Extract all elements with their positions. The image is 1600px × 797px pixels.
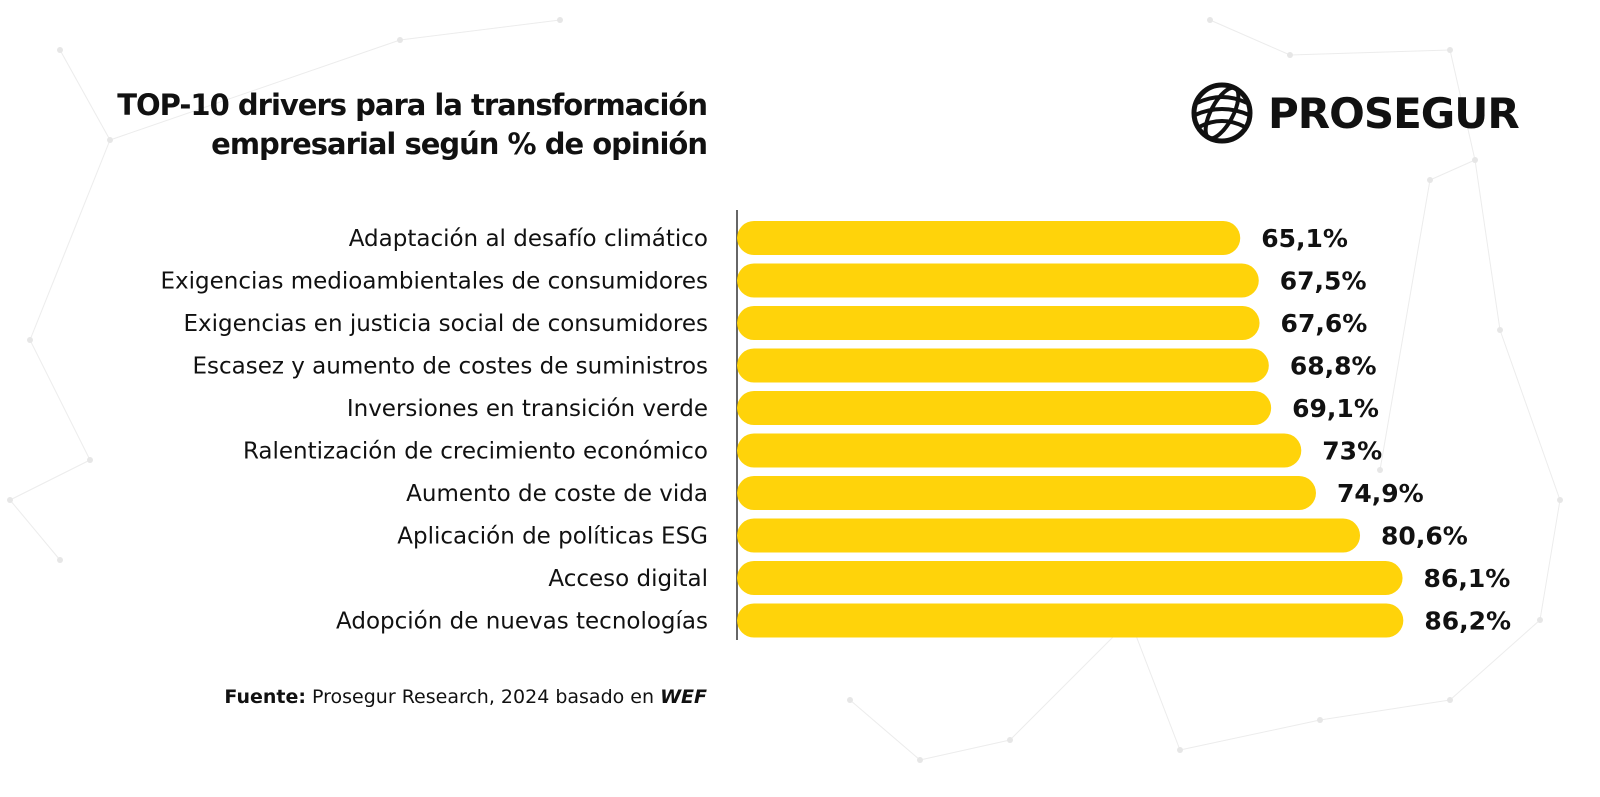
category-label: Acceso digital [548,566,708,592]
network-line [1009,619,1131,741]
globe-icon [1191,82,1253,144]
network-line [919,739,1011,761]
network-node [1177,747,1183,753]
category-label: Aplicación de políticas ESG [397,524,708,550]
network-line [29,139,111,341]
value-label: 68,8% [1290,352,1377,381]
network-node [57,47,63,53]
network-node [1377,467,1383,473]
bar [737,476,1316,510]
network-node [1287,52,1293,58]
network-node [1007,737,1013,743]
network-node [1447,697,1453,703]
source-text: Prosegur Research, 2024 basado en [312,686,655,708]
network-node [557,17,563,23]
value-label: 86,2% [1424,607,1511,636]
bar [737,603,1404,638]
value-label: 65,1% [1261,224,1348,253]
network-line [109,39,401,141]
network-node [1427,177,1433,183]
network-line [1474,159,1501,331]
network-line [1179,719,1321,751]
chart-title-line2: empresarial según % de opinión [211,127,708,161]
network-node [1207,17,1213,23]
category-label: Escasez y aumento de costes de suministr… [192,354,708,380]
network-line [1449,619,1541,701]
bar [737,306,1260,340]
network-line [29,339,91,461]
source-emphasis: WEF [660,686,707,708]
network-line [849,699,921,761]
network-line [1319,699,1451,721]
category-label: Exigencias en justicia social de consumi… [184,311,708,337]
network-node [917,757,923,763]
network-node [57,557,63,563]
network-node [1557,497,1563,503]
value-label: 73% [1322,437,1382,466]
network-line [1379,179,1431,471]
category-label: Ralentización de crecimiento económico [243,439,708,465]
network-node [1472,157,1478,163]
network-line [399,19,561,41]
value-label: 74,9% [1337,479,1424,508]
bar [737,221,1241,255]
value-label: 86,1% [1424,564,1511,593]
network-line [1129,619,1181,751]
source-label: Fuente: [224,686,306,708]
network-line [9,499,61,561]
chart-title-line1: TOP-10 drivers para la transformación [117,88,708,122]
value-label: 80,6% [1381,522,1468,551]
logo-text: PROSEGUR [1268,88,1520,138]
network-node [27,337,33,343]
bar [737,263,1259,298]
network-line [1429,159,1476,181]
network-node [847,697,853,703]
network-line [1209,19,1291,56]
network-node [1447,47,1453,53]
bar [737,518,1361,553]
network-node [1537,617,1543,623]
value-label: 69,1% [1292,394,1379,423]
category-label: Aumento de coste de vida [406,481,708,507]
value-label: 67,6% [1281,309,1368,338]
bar [737,433,1302,468]
chart-title: TOP-10 drivers para la transformación em… [117,86,708,164]
network-line [9,459,91,501]
source-note: Fuente: Prosegur Research, 2024 basado e… [224,686,707,708]
network-node [107,137,113,143]
network-line [1289,49,1451,56]
bar [737,348,1269,383]
category-label: Adaptación al desafío climático [349,226,708,252]
prosegur-logo: PROSEGUR [1190,80,1520,146]
network-node [87,457,93,463]
network-node [1497,327,1503,333]
network-line [1539,499,1561,621]
category-label: Exigencias medioambientales de consumido… [160,269,708,295]
category-label: Inversiones en transición verde [347,396,708,422]
network-node [1317,717,1323,723]
network-node [397,37,403,43]
network-node [7,497,13,503]
network-line [59,49,111,141]
category-label: Adopción de nuevas tecnologías [336,609,708,635]
bar [737,561,1403,595]
network-line [1449,49,1476,161]
value-label: 67,5% [1280,267,1367,296]
bar [737,391,1272,425]
network-line [1499,329,1561,501]
